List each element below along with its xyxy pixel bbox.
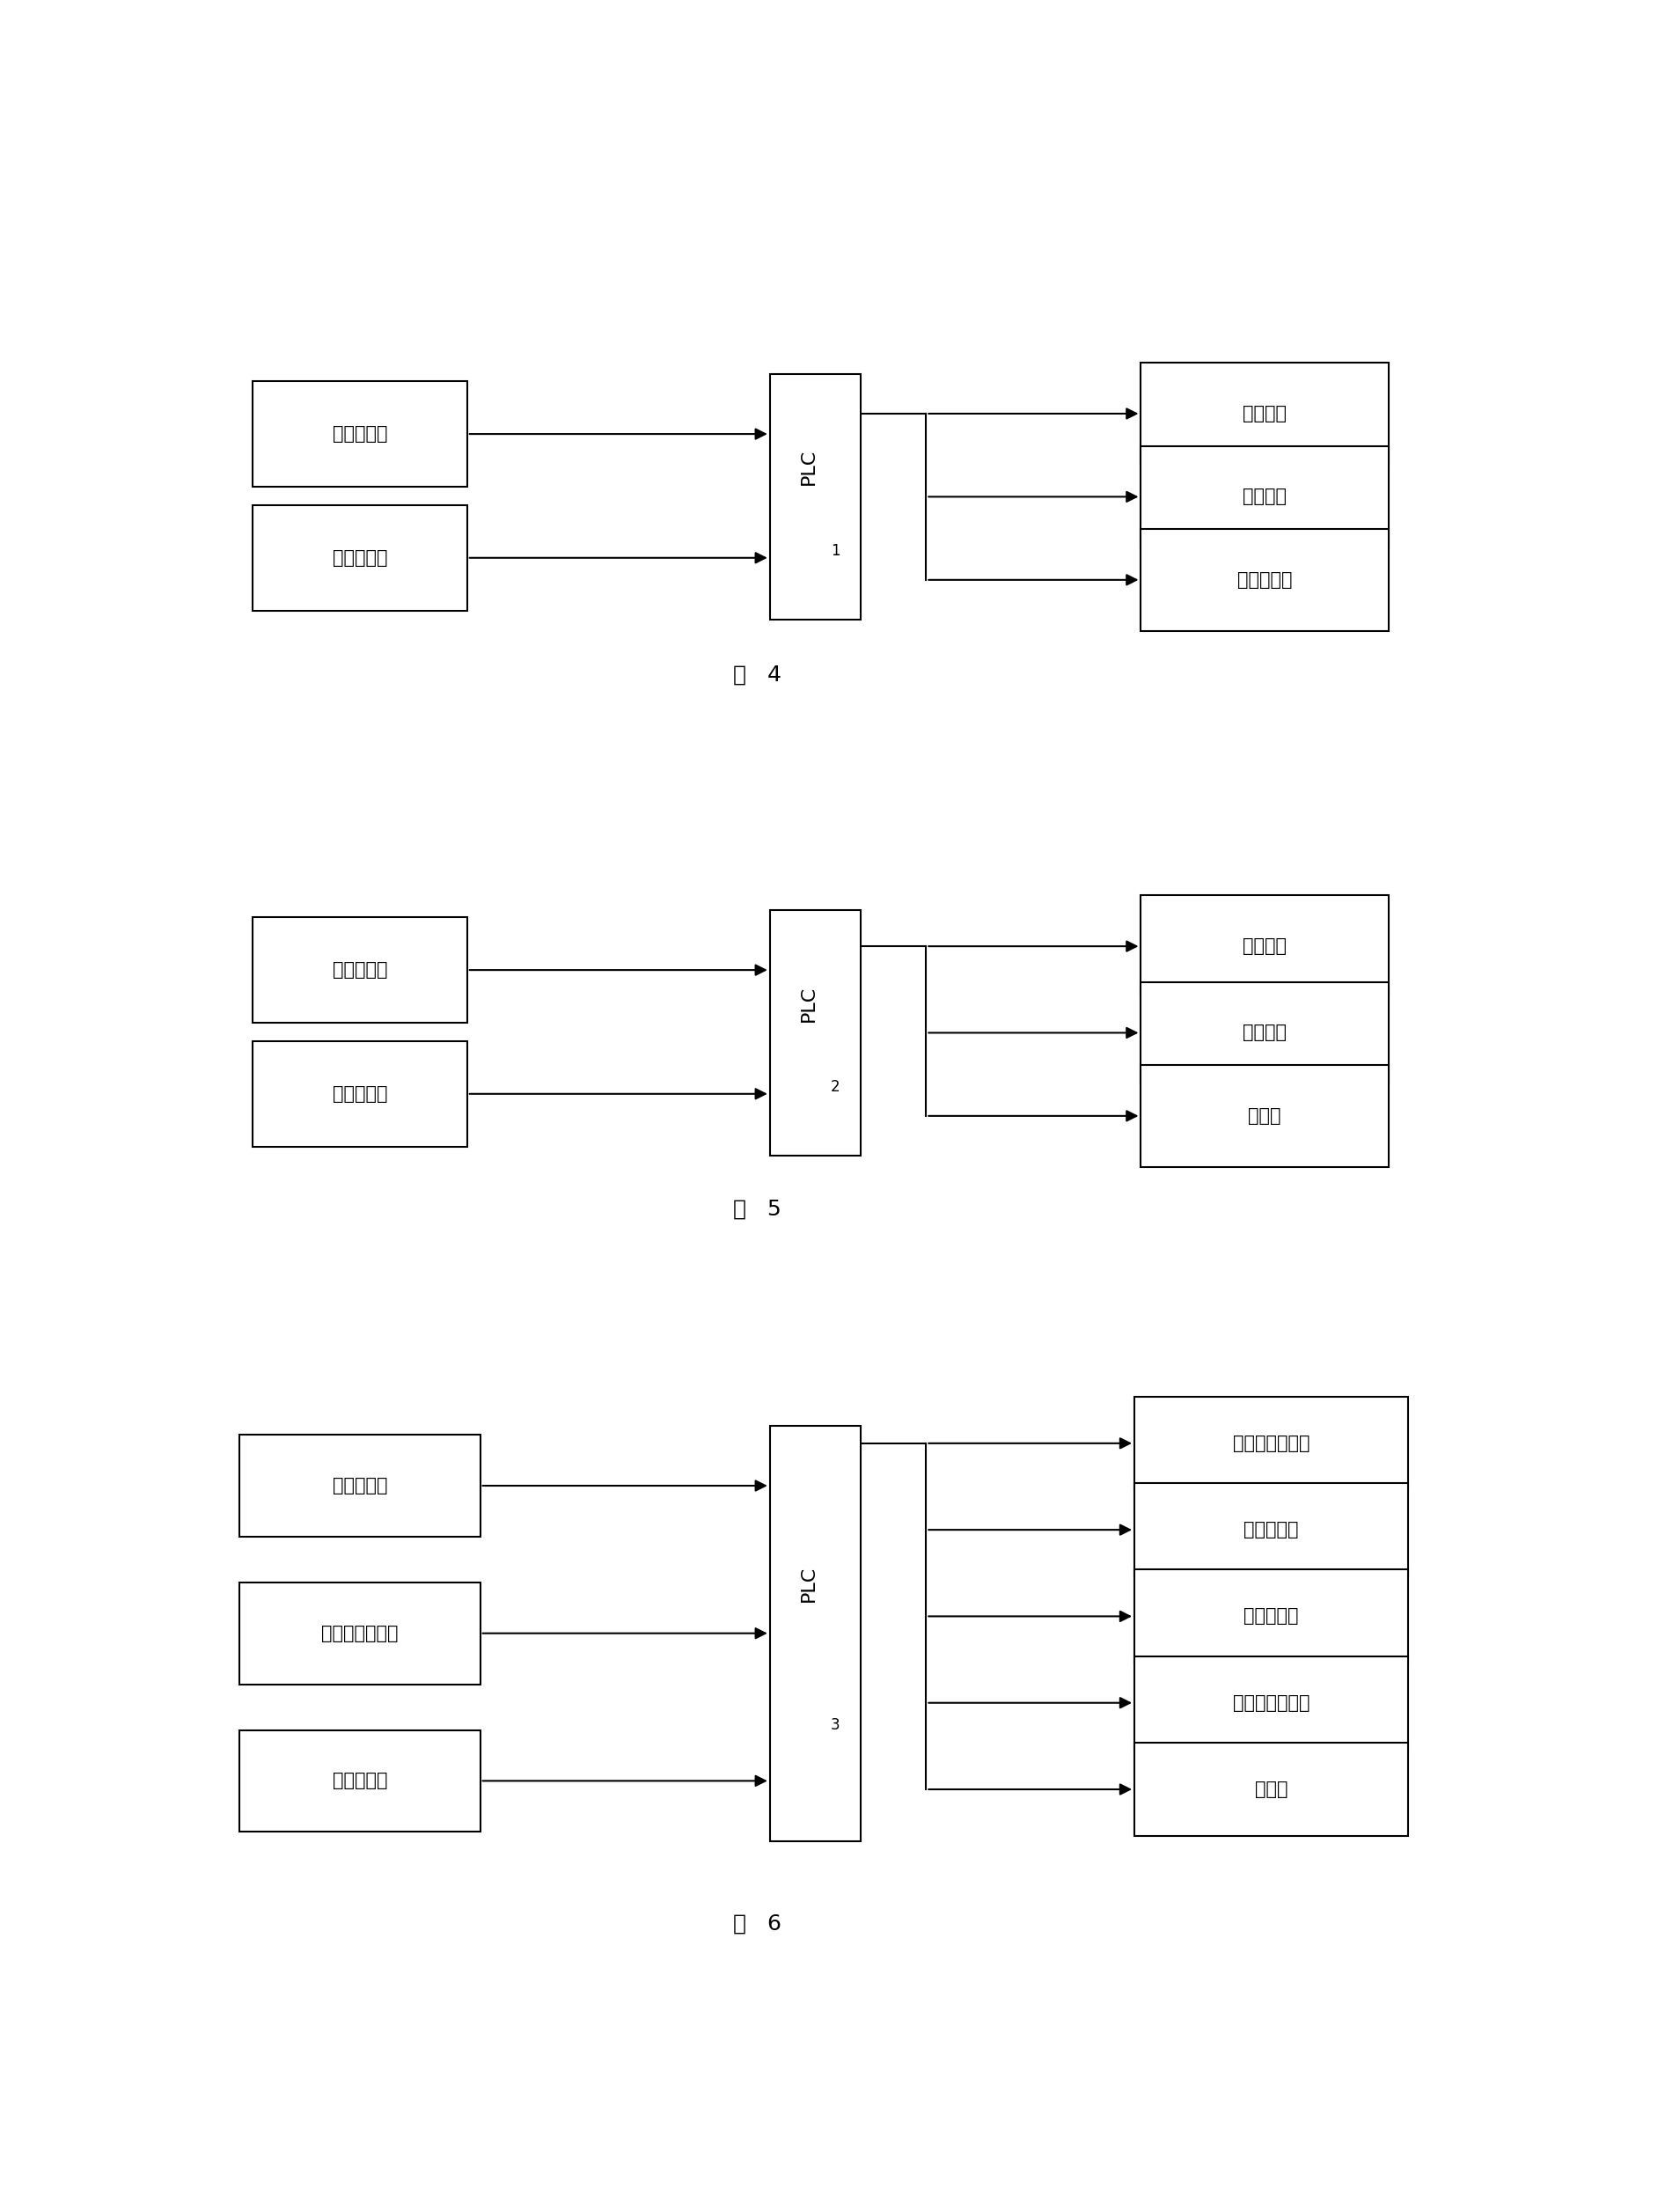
Bar [239,1729,480,1831]
Text: 二氧化碳控制阀: 二氧化碳控制阀 [1233,1694,1310,1712]
Bar [1141,529,1388,630]
Text: 二氧化碳脱除机: 二氧化碳脱除机 [1233,1434,1310,1452]
Text: 二氧化碳传感器: 二氧化碳传感器 [321,1624,398,1641]
Bar [1134,1571,1408,1663]
Bar [1141,1064,1388,1168]
Bar [1134,1743,1408,1835]
Bar [1141,894,1388,998]
Text: 图   5: 图 5 [732,1198,781,1220]
Text: 乙烯脱除机: 乙烯脱除机 [1243,1520,1299,1538]
Text: PLC: PLC [800,449,818,485]
Bar [239,1434,480,1538]
Text: 风速传感器: 风速传感器 [333,549,386,566]
Bar [1134,1657,1408,1749]
Text: 采气泵: 采气泵 [1255,1780,1287,1798]
Bar [769,375,862,619]
Text: PLC: PLC [800,1566,818,1602]
Bar [252,381,467,487]
Text: 氧气传感器: 氧气传感器 [333,1771,386,1789]
Bar [769,910,862,1157]
Text: 加热装置: 加热装置 [1243,1024,1287,1042]
Bar [1134,1483,1408,1577]
Text: 图   6: 图 6 [732,1912,781,1934]
Bar [239,1582,480,1683]
Text: 3: 3 [832,1716,840,1732]
Text: PLC: PLC [800,985,818,1022]
Text: 温度传感器: 温度传感器 [333,961,386,978]
Text: 1: 1 [832,542,840,560]
Text: 变频冷风机: 变频冷风机 [1236,571,1292,588]
Text: 制冷机组: 制冷机组 [1243,405,1287,423]
Bar [1141,983,1388,1084]
Text: 加热装置: 加热装置 [1243,487,1287,504]
Text: 氮气控制阀: 氮气控制阀 [1243,1608,1299,1626]
Bar [252,504,467,610]
Bar [1141,445,1388,549]
Text: 2: 2 [832,1079,840,1095]
Text: 加湿器: 加湿器 [1248,1108,1282,1126]
Bar [252,916,467,1022]
Text: 图   4: 图 4 [732,665,781,685]
Text: 乙烯传感器: 乙烯传感器 [333,1476,386,1494]
Bar [252,1042,467,1146]
Text: 温度传感器: 温度传感器 [333,425,386,443]
Bar [769,1425,862,1842]
Bar [1134,1397,1408,1489]
Bar [1141,363,1388,465]
Text: 制冷装置: 制冷装置 [1243,938,1287,956]
Text: 湿度传感器: 湿度传感器 [333,1086,386,1104]
